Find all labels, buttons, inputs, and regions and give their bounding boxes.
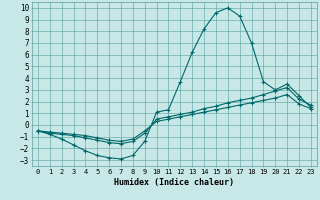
X-axis label: Humidex (Indice chaleur): Humidex (Indice chaleur)	[115, 178, 234, 187]
